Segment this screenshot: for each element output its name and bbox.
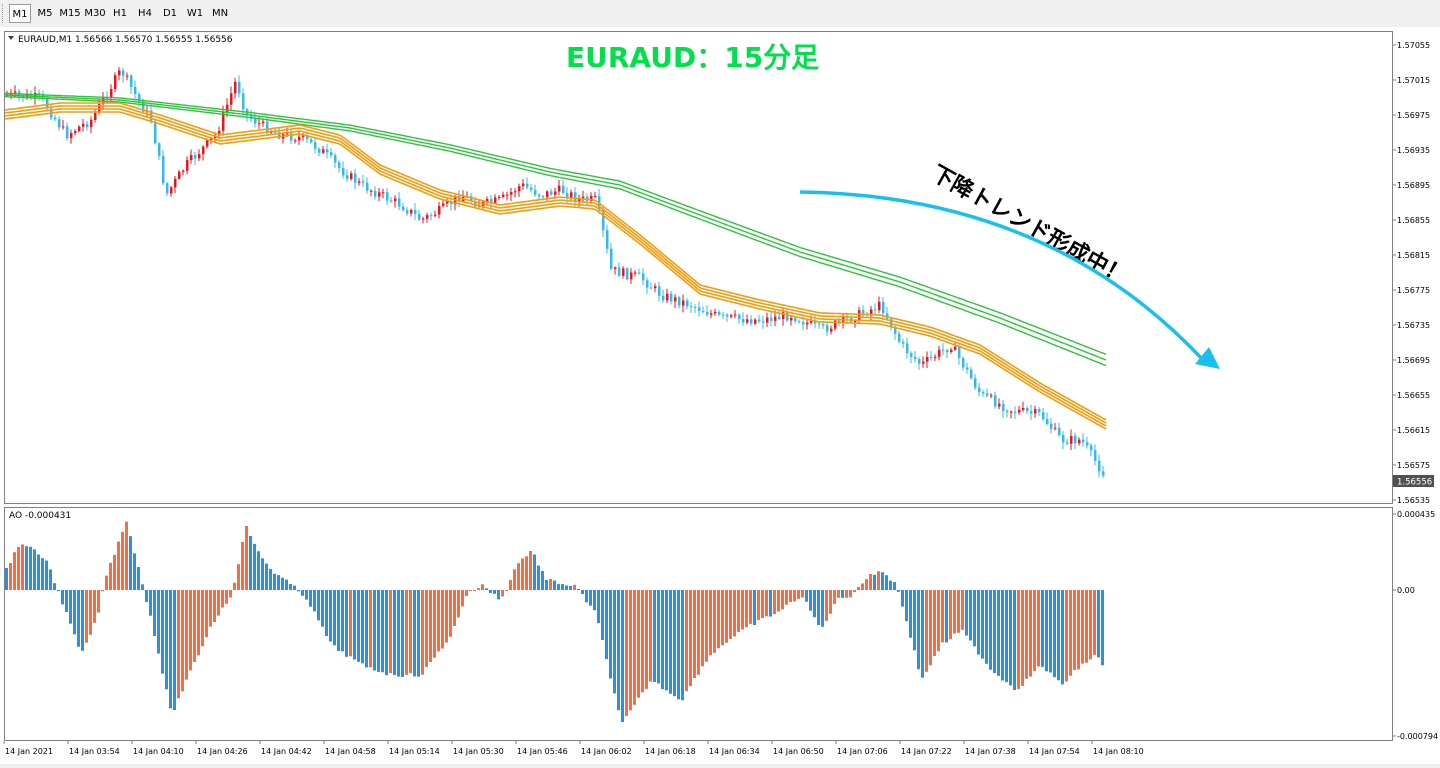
moving-averages [4, 92, 1107, 430]
time-tick-label: 14 Jan 06:34 [709, 747, 760, 756]
time-tick-label: 14 Jan 06:18 [645, 747, 696, 756]
arrow-head-icon [1195, 347, 1220, 369]
time-tick-label: 14 Jan 04:26 [197, 747, 248, 756]
time-tick-label: 14 Jan 07:06 [837, 747, 888, 756]
trend-arrow-curve [799, 190, 1207, 364]
symbol-header: EURAUD,M1 1.56566 1.56570 1.56555 1.5655… [18, 35, 233, 45]
tf-m1-button[interactable]: M1 [9, 4, 31, 23]
price-tick-label: 1.56775 [1397, 286, 1430, 295]
price-tick-label: 1.56855 [1397, 216, 1430, 225]
toolbar-grip[interactable] [2, 4, 6, 23]
time-tick-label: 14 Jan 05:30 [453, 747, 504, 756]
tf-m15-button[interactable]: M15 [59, 8, 81, 19]
price-tick-label: 1.56895 [1397, 181, 1430, 190]
ao-axis-zero: 0.00 [1397, 586, 1415, 595]
tf-d1-button[interactable]: D1 [162, 8, 178, 19]
time-tick-label: 14 Jan 2021 [5, 747, 53, 756]
price-tick-label: 1.57055 [1397, 41, 1430, 50]
price-tick-label: 1.56615 [1397, 426, 1430, 435]
price-tick-label: 1.56695 [1397, 356, 1430, 365]
time-tick-label: 14 Jan 06:02 [581, 747, 632, 756]
time-tick-label: 14 Jan 04:42 [261, 747, 312, 756]
candlestick-series [6, 67, 1105, 479]
price-tick-label: 1.56535 [1397, 496, 1430, 505]
time-tick-label: 14 Jan 07:38 [965, 747, 1016, 756]
price-tick-label: 1.56815 [1397, 251, 1430, 260]
main-price-panel[interactable] [4, 31, 1393, 504]
tf-h1-button[interactable]: H1 [113, 8, 127, 19]
timeframe-toolbar: M1 M5 M15 M30 H1 H4 D1 W1 MN [0, 0, 1054, 28]
price-tick-label: 1.57015 [1397, 76, 1430, 85]
time-tick-label: 14 Jan 07:22 [901, 747, 952, 756]
time-tick-label: 14 Jan 05:46 [517, 747, 568, 756]
ao-header: AO -0.000431 [9, 511, 71, 521]
time-axis: 14 Jan 2021 14 Jan 03:54 14 Jan 04:10 14 Ja… [3, 741, 1144, 756]
time-tick-label: 14 Jan 04:58 [325, 747, 376, 756]
price-tick-label: 1.56975 [1397, 111, 1430, 120]
tf-w1-button[interactable]: W1 [186, 8, 204, 19]
current-price-label: 1.56556 [1397, 478, 1432, 488]
collapse-triangle-icon[interactable] [8, 36, 14, 40]
chart-window[interactable]: EURAUD,M1 1.56566 1.56570 1.56555 1.5655… [0, 27, 1440, 764]
current-price-tag [1393, 475, 1434, 487]
tf-m5-button[interactable]: M5 [37, 8, 53, 19]
tf-h4-button[interactable]: H4 [138, 8, 152, 19]
time-tick-label: 14 Jan 03:54 [69, 747, 120, 756]
ao-axis-max: 0.000435 [1397, 510, 1435, 519]
tf-mn-button[interactable]: MN [211, 8, 229, 19]
price-tick-label: 1.56655 [1397, 391, 1430, 400]
chart-title: EURAUD：15分足 [566, 41, 819, 74]
price-axis: 1.57055 1.57015 1.56975 1.56935 1.56895 1.568… [1393, 41, 1430, 505]
price-tick-label: 1.56935 [1397, 146, 1430, 155]
tf-m30-button[interactable]: M30 [84, 8, 106, 19]
time-tick-label: 14 Jan 07:54 [1029, 747, 1080, 756]
ao-axis-min: -0.000794 [1397, 732, 1438, 741]
price-tick-label: 1.56735 [1397, 321, 1430, 330]
time-tick-label: 14 Jan 06:50 [773, 747, 824, 756]
price-tick-label: 1.56575 [1397, 461, 1430, 470]
time-tick-label: 14 Jan 08:10 [1093, 747, 1144, 756]
time-tick-label: 14 Jan 04:10 [133, 747, 184, 756]
chart-svg[interactable]: EURAUD,M1 1.56566 1.56570 1.56555 1.5655… [0, 27, 1440, 764]
time-tick-label: 14 Jan 05:14 [389, 747, 440, 756]
ao-histogram [5, 521, 1104, 723]
